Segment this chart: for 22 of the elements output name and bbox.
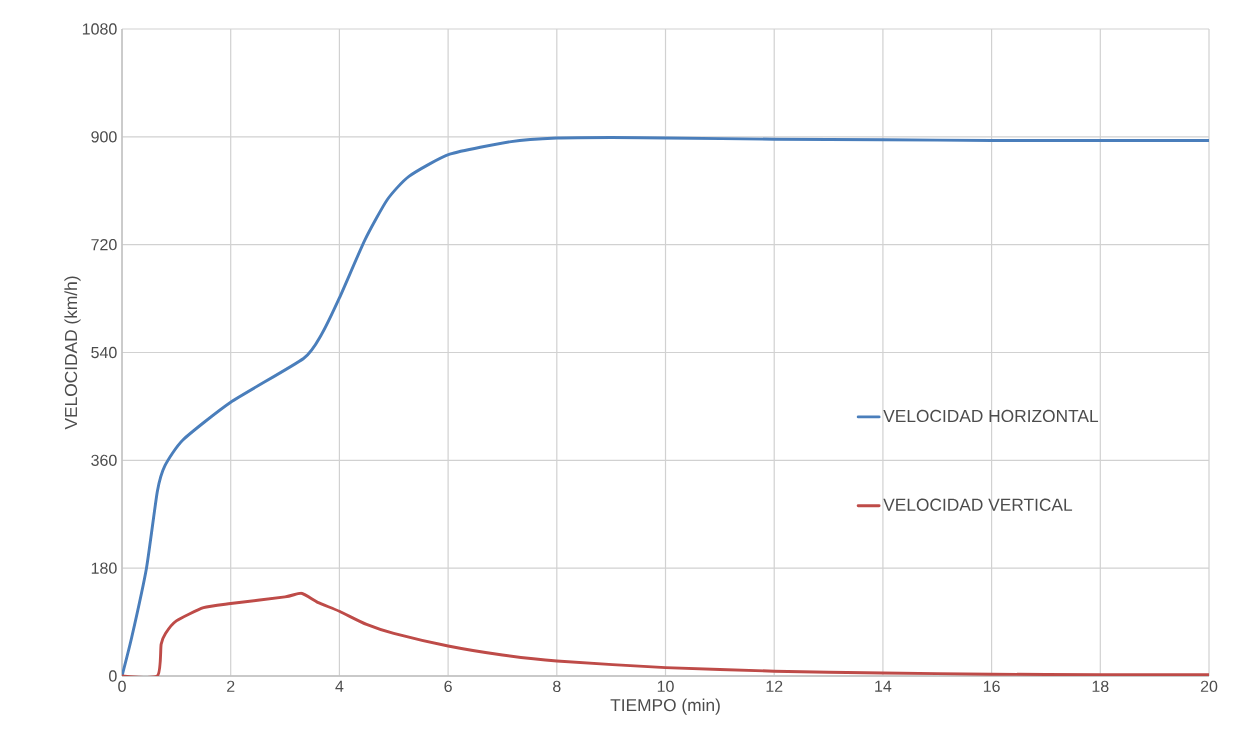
x-tick-label: 6: [444, 680, 452, 693]
x-tick-label: 4: [335, 680, 344, 692]
y-tick-label: 720: [91, 238, 117, 251]
x-axis-title: TIEMPO (min): [610, 698, 720, 715]
x-tick-label: 14: [875, 680, 892, 692]
x-tick-label: 20: [1200, 680, 1218, 693]
y-tick-label: 900: [91, 131, 117, 143]
y-tick-label: 1080: [82, 23, 117, 35]
y-tick-label: 0: [109, 670, 117, 682]
x-tick-label: 16: [983, 680, 1000, 693]
legend-label: VELOCIDAD VERTICAL: [883, 498, 1073, 511]
x-tick-label: 12: [766, 680, 783, 692]
y-tick-label: 180: [91, 562, 117, 574]
y-axis-title: VELOCIDAD (km/h): [64, 276, 81, 430]
x-tick-label: 8: [553, 680, 561, 693]
legend-label: VELOCIDAD HORIZONTAL: [883, 409, 1099, 423]
x-tick-label: 2: [227, 680, 235, 692]
x-tick-label: 0: [118, 680, 126, 693]
x-tick-label: 10: [657, 680, 674, 693]
y-tick-label: 360: [91, 454, 117, 466]
y-tick-label: 540: [91, 346, 117, 359]
x-tick-label: 18: [1092, 680, 1109, 693]
